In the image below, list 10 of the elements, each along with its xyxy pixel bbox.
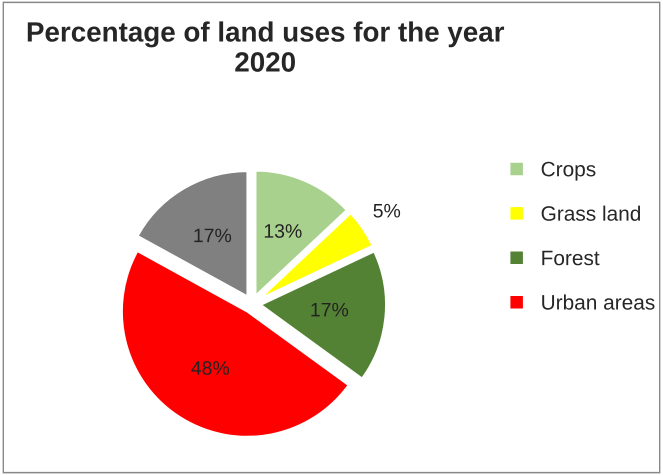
legend-label: Grass land	[542, 206, 640, 221]
legend-label: Urban areas	[542, 294, 655, 310]
chart-title: Percentage of land uses for the year 2020	[28, 21, 504, 72]
data-label: 17%	[194, 228, 232, 242]
data-label: 13%	[264, 224, 302, 238]
legend-label: Forest	[542, 250, 600, 266]
data-label: 17%	[311, 302, 348, 316]
legend-label: Crops	[542, 162, 596, 181]
data-label: 48%	[191, 361, 230, 375]
data-label: 5%	[373, 204, 400, 218]
